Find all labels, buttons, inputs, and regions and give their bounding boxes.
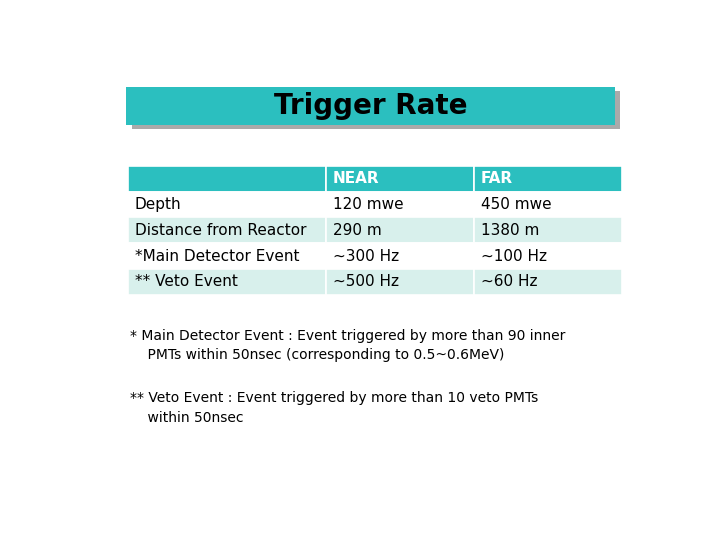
Text: ~100 Hz: ~100 Hz — [481, 248, 546, 264]
Text: *Main Detector Event: *Main Detector Event — [135, 248, 299, 264]
FancyBboxPatch shape — [474, 243, 622, 269]
FancyBboxPatch shape — [474, 166, 622, 192]
Text: ** Veto Event : Event triggered by more than 10 veto PMTs
    within 50nsec: ** Veto Event : Event triggered by more … — [130, 391, 539, 424]
Text: 450 mwe: 450 mwe — [481, 197, 552, 212]
Text: 290 m: 290 m — [333, 223, 382, 238]
FancyBboxPatch shape — [474, 269, 622, 295]
FancyBboxPatch shape — [326, 166, 474, 192]
Text: Trigger Rate: Trigger Rate — [274, 92, 467, 120]
FancyBboxPatch shape — [326, 218, 474, 243]
Text: FAR: FAR — [481, 171, 513, 186]
Text: 1380 m: 1380 m — [481, 223, 539, 238]
Text: ~300 Hz: ~300 Hz — [333, 248, 399, 264]
Text: 120 mwe: 120 mwe — [333, 197, 403, 212]
FancyBboxPatch shape — [128, 218, 326, 243]
Text: Depth: Depth — [135, 197, 181, 212]
FancyBboxPatch shape — [326, 243, 474, 269]
FancyBboxPatch shape — [474, 218, 622, 243]
Text: ~60 Hz: ~60 Hz — [481, 274, 537, 289]
FancyBboxPatch shape — [128, 166, 326, 192]
FancyBboxPatch shape — [326, 269, 474, 295]
Text: ** Veto Event: ** Veto Event — [135, 274, 238, 289]
FancyBboxPatch shape — [474, 192, 622, 218]
Text: * Main Detector Event : Event triggered by more than 90 inner
    PMTs within 50: * Main Detector Event : Event triggered … — [130, 329, 565, 362]
FancyBboxPatch shape — [132, 91, 620, 129]
FancyBboxPatch shape — [128, 243, 326, 269]
Text: NEAR: NEAR — [333, 171, 379, 186]
Text: ~500 Hz: ~500 Hz — [333, 274, 399, 289]
Text: Distance from Reactor: Distance from Reactor — [135, 223, 306, 238]
FancyBboxPatch shape — [128, 269, 326, 295]
FancyBboxPatch shape — [126, 87, 615, 125]
FancyBboxPatch shape — [128, 192, 326, 218]
FancyBboxPatch shape — [326, 192, 474, 218]
